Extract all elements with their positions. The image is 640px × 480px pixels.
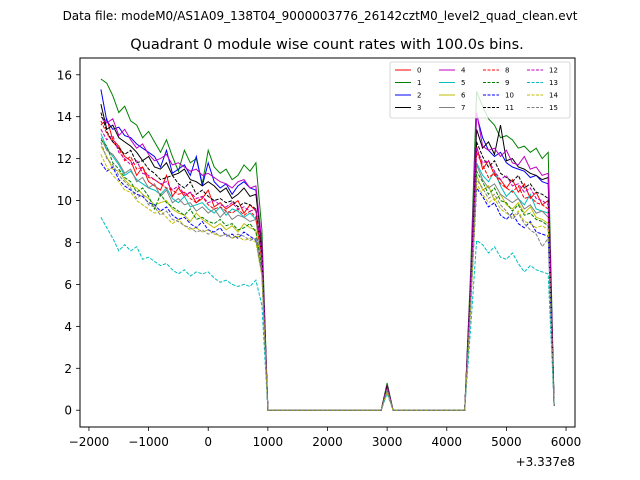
x-tick-label: 0	[204, 435, 212, 449]
legend-label-15: 15	[549, 104, 558, 112]
x-tick-label: 2000	[312, 435, 343, 449]
legend-label-3: 3	[417, 104, 421, 112]
y-tick-label: 2	[64, 362, 72, 376]
series-line-4	[100, 112, 555, 411]
series-line-14	[100, 154, 555, 411]
series-line-3	[100, 103, 555, 411]
x-tick-label: −2000	[69, 435, 110, 449]
y-tick-label: 16	[57, 68, 72, 82]
series-line-8	[100, 120, 555, 411]
legend-label-10: 10	[505, 92, 514, 100]
series-line-11	[100, 112, 555, 411]
legend-label-7: 7	[461, 104, 465, 112]
legend-label-12: 12	[549, 67, 558, 75]
series-line-15	[100, 141, 555, 411]
y-tick-label: 10	[57, 194, 72, 208]
x-tick-label: 5000	[491, 435, 522, 449]
chart-title: Quadrant 0 module wise count rates with …	[130, 37, 524, 53]
y-tick-label: 14	[57, 110, 72, 124]
y-tick-label: 0	[64, 404, 72, 418]
x-tick-label: 1000	[253, 435, 284, 449]
x-tick-label: 4000	[432, 435, 463, 449]
y-tick-label: 8	[64, 236, 72, 250]
y-tick-label: 12	[57, 152, 72, 166]
legend-label-5: 5	[461, 79, 465, 87]
series-line-7	[100, 137, 555, 411]
series-line-1	[100, 78, 555, 411]
legend-label-14: 14	[549, 92, 558, 100]
x-tick-label: 3000	[372, 435, 403, 449]
legend-label-8: 8	[505, 67, 509, 75]
series-line-9	[100, 139, 555, 411]
y-tick-label: 4	[64, 320, 72, 334]
x-tick-label: 6000	[551, 435, 582, 449]
x-axis: −2000 −1000 0 1000 2000 3000 4000 5000 6000	[69, 427, 582, 449]
y-axis: 0 2 4 6 8 10 12 14 16	[57, 68, 80, 418]
legend-label-1: 1	[417, 79, 421, 87]
x-tick-label: −1000	[128, 435, 169, 449]
legend-label-6: 6	[461, 92, 466, 100]
series-line-12	[100, 129, 555, 411]
legend-label-2: 2	[417, 92, 421, 100]
legend-label-13: 13	[549, 79, 558, 87]
chart-suptitle: Data file: modeM0/AS1A09_138T04_90000037…	[63, 9, 578, 23]
legend-label-11: 11	[505, 104, 514, 112]
series-line-6	[100, 145, 555, 411]
series-line-0	[100, 117, 555, 411]
y-tick-label: 6	[64, 278, 72, 292]
legend-label-4: 4	[461, 67, 466, 75]
series-line-2	[100, 89, 555, 411]
x-offset-label: +3.337e8	[516, 455, 575, 469]
legend-box	[389, 61, 571, 119]
series-line-13	[100, 217, 555, 411]
legend-label-9: 9	[505, 79, 509, 87]
series-line-5	[100, 133, 555, 411]
series-layer	[100, 78, 555, 411]
series-line-10	[100, 162, 555, 411]
legend-label-0: 0	[417, 67, 421, 75]
